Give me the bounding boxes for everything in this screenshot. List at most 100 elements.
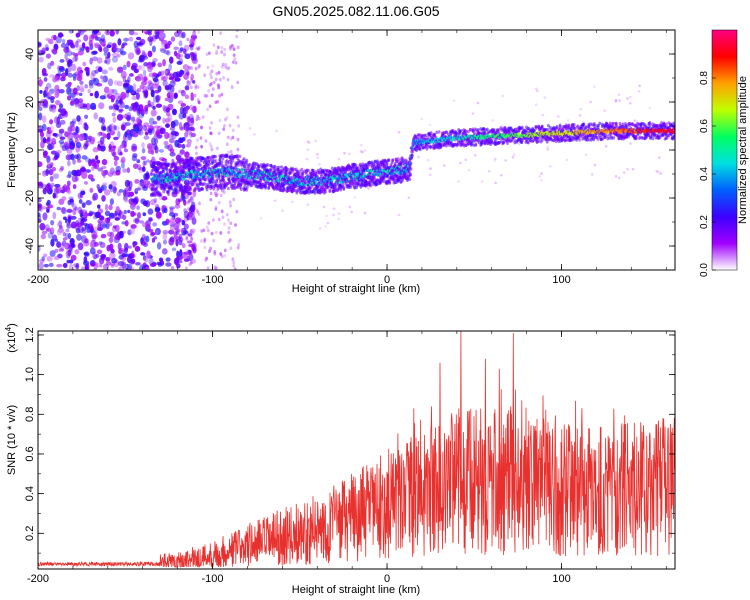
- spectrogram-cell: [217, 175, 221, 179]
- spectrogram-cell: [114, 217, 120, 221]
- spectrogram-cell: [307, 168, 310, 173]
- spectrogram-cell: [53, 193, 58, 199]
- spectrogram-cell: [228, 123, 232, 128]
- spectrogram-cell: [102, 182, 108, 186]
- spectrogram-cell: [132, 107, 138, 113]
- spectrogram-cell: [229, 221, 233, 226]
- spectrogram-cell: [307, 141, 311, 144]
- spectrogram-cell: [501, 94, 505, 98]
- spectrogram-cell: [196, 210, 200, 214]
- spectrogram-cell: [285, 171, 288, 176]
- spectrogram-cell: [139, 220, 145, 224]
- spectrogram-cell: [81, 42, 86, 49]
- spectrogram-cell: [97, 219, 103, 224]
- spectrogram-cell: [65, 42, 70, 49]
- spectrogram-cell: [200, 229, 204, 233]
- spectrogram-cell: [83, 251, 89, 256]
- spectrogram-cell: [237, 163, 241, 167]
- spectrogram-cell: [439, 145, 443, 149]
- spectrogram-cell: [148, 117, 155, 126]
- spectrogram-cell: [112, 213, 118, 219]
- spectrogram-cell: [314, 139, 317, 143]
- spectrogram-cell: [49, 175, 54, 182]
- spectrogram-cell: [164, 131, 170, 140]
- spectrogram-cell: [344, 170, 348, 175]
- spectrogram-cell: [152, 77, 159, 83]
- spectrogram-cell: [214, 266, 218, 270]
- spectrogram-cell: [58, 168, 64, 172]
- spectrogram-cell: [107, 172, 114, 177]
- spectrogram-cell: [429, 145, 432, 149]
- spectrogram-cell: [52, 157, 57, 161]
- spectrogram-cell: [212, 80, 216, 85]
- spectrogram-cell: [135, 92, 140, 100]
- spectrogram-cell: [182, 48, 187, 55]
- spectrogram-cell: [397, 213, 401, 217]
- spectrogram-cell: [277, 165, 281, 170]
- spectrogram-cell: [108, 143, 112, 150]
- spectrogram-cell: [136, 108, 141, 116]
- spectrogram-cell: [123, 148, 129, 153]
- spectrogram-cell: [131, 62, 138, 69]
- spectrogram-cell: [74, 137, 79, 144]
- spectrogram-cell: [94, 44, 100, 49]
- spectrogram-cell: [109, 198, 115, 205]
- spectrogram-cell: [195, 151, 198, 156]
- spectrogram-cell: [129, 73, 134, 77]
- spectrogram-cell: [227, 150, 230, 155]
- spectrogram-cell: [72, 158, 76, 165]
- spectrogram-cell: [169, 169, 173, 173]
- spectrogram-cell: [74, 206, 78, 211]
- spectrogram-cell: [191, 34, 196, 43]
- spectrogram-cell: [165, 111, 171, 117]
- spectrogram-cell: [190, 78, 194, 83]
- spectrogram-cell: [112, 145, 116, 149]
- spectrogram-cell: [156, 115, 162, 121]
- spectrogram-cell: [190, 73, 194, 81]
- spectrogram-cell: [56, 223, 61, 227]
- spectrogram-cell: [229, 246, 233, 250]
- spectrogram-cell: [191, 242, 197, 250]
- spectrogram-cell: [354, 163, 358, 168]
- spectrogram-cell: [178, 40, 183, 47]
- spectrogram-cell: [133, 163, 139, 169]
- spectrogram-cell: [118, 248, 123, 255]
- spectrogram-cell: [198, 201, 201, 206]
- spectrogram-cell: [219, 231, 223, 235]
- spectrogram-cell: [192, 31, 196, 36]
- spectrogram-cell: [66, 209, 73, 213]
- spectrogram-cell: [626, 97, 629, 100]
- spectrogram-cell: [228, 238, 232, 243]
- spectrogram-cell: [75, 32, 81, 38]
- spectrogram-cell: [152, 120, 158, 125]
- spectrogram-cell: [162, 70, 168, 75]
- spectrogram-cell: [192, 128, 196, 132]
- spectrogram-cell: [91, 231, 98, 240]
- spectrogram-cell: [88, 39, 93, 47]
- spectrogram-cell: [593, 163, 597, 167]
- spectrogram-cell: [66, 39, 74, 44]
- spectrogram-cell: [426, 158, 430, 162]
- spectrogram-cell: [231, 128, 235, 133]
- spectrogram-cell: [117, 130, 121, 139]
- spectrogram-cell: [226, 77, 230, 82]
- spectrogram-cell: [105, 222, 110, 230]
- spectrogram-cell: [186, 248, 190, 253]
- spectrogram-cell: [152, 183, 156, 188]
- spectrogram-cell: [45, 53, 52, 59]
- spectrogram-cell: [165, 180, 168, 184]
- spectrogram-cell: [140, 252, 146, 256]
- spectrogram-cell: [229, 203, 232, 208]
- spectrogram-cell: [622, 171, 626, 174]
- spectrogram-cell: [316, 156, 320, 159]
- spectrogram-cell: [399, 163, 403, 167]
- spectrogram-cell: [147, 80, 152, 85]
- spectrogram-cell: [188, 44, 194, 48]
- spectrogram-cell: [184, 122, 190, 129]
- spectrogram-cell: [165, 107, 171, 113]
- spectrogram-cell: [76, 222, 82, 228]
- spectrogram-cell: [41, 256, 45, 262]
- spectrogram-cell: [58, 198, 65, 205]
- spectrogram-cell: [53, 255, 60, 261]
- spectrogram-cell: [109, 30, 115, 37]
